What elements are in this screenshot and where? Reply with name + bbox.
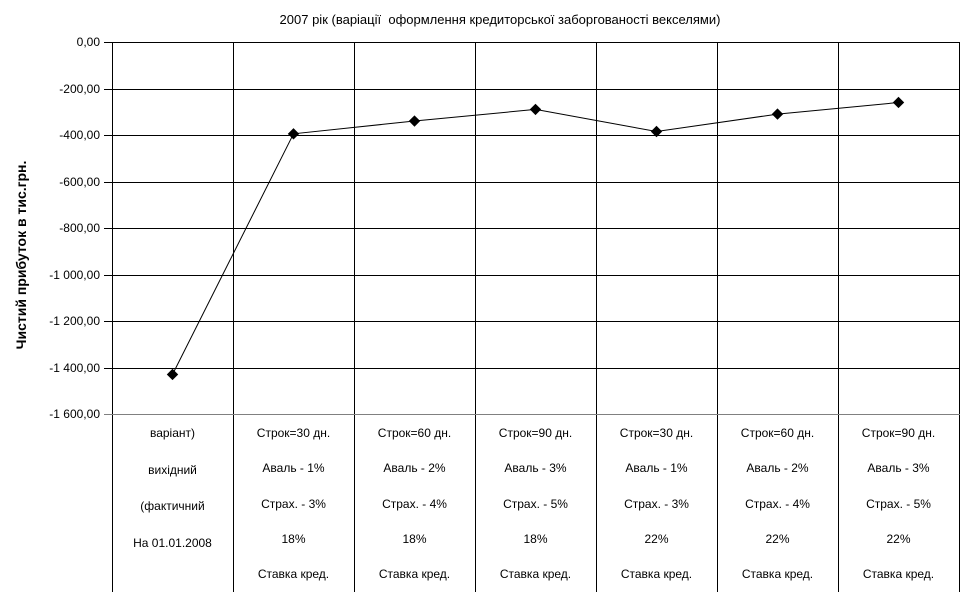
category-line: Ставка кред.: [741, 567, 814, 582]
data-point-marker: [650, 125, 663, 138]
y-tick-label: -200,00: [59, 82, 100, 96]
category-line: варіант): [149, 426, 196, 441]
category-line: Аваль - 1%: [625, 461, 688, 476]
y-tick-label: -1 200,00: [49, 314, 100, 328]
category-line: Ставка кред.: [862, 567, 935, 582]
category-line: Страх. - 3%: [261, 496, 326, 511]
category-line: Ставка кред.: [257, 567, 330, 582]
category-line: 18%: [281, 531, 306, 546]
category-line: Строк=60 дн.: [377, 425, 452, 440]
series-line: [172, 102, 899, 375]
category-line: Ставка кред.: [620, 567, 693, 582]
category-line: Аваль - 2%: [383, 461, 446, 476]
category-line: 18%: [523, 531, 548, 546]
data-point-marker: [771, 108, 784, 120]
data-point-marker: [166, 368, 179, 381]
category-line: 22%: [886, 531, 911, 546]
category-line: Аваль - 1%: [262, 461, 325, 476]
y-tick-label: -800,00: [59, 221, 100, 235]
category-cell-3: Строк=60 дн. Аваль - 2% Страх. - 4% 18% Став…: [354, 415, 475, 592]
category-line: 22%: [644, 531, 669, 546]
category-line: Страх. - 4%: [745, 496, 810, 511]
y-tick-label: -400,00: [59, 128, 100, 142]
category-line: На 01.01.2008: [133, 536, 212, 551]
category-line: 22%: [765, 531, 790, 546]
chart-title: 2007 рік (варіації оформлення кредиторсь…: [279, 12, 721, 27]
category-cell-6: Строк=60 дн. Аваль - 2% Страх. - 4% 22% Став…: [717, 415, 838, 592]
data-point-marker: [408, 115, 421, 127]
category-cell-2: Строк=30 дн. Аваль - 1% Страх. - 3% 18% Став…: [233, 415, 354, 592]
category-line: Страх. - 3%: [624, 496, 689, 511]
category-line: Страх. - 5%: [866, 496, 931, 511]
category-cell-5: Строк=30 дн. Аваль - 1% Страх. - 3% 22% Став…: [596, 415, 717, 592]
data-point-marker: [529, 103, 542, 116]
category-line: 18%: [402, 531, 427, 546]
category-cell-4: Строк=90 дн. Аваль - 3% Страх. - 5% 18% Став…: [475, 415, 596, 592]
category-line: Строк=90 дн.: [498, 425, 573, 440]
category-line: Аваль - 3%: [504, 461, 567, 476]
category-line: Строк=60 дн.: [740, 425, 815, 440]
y-tick-label: -1 400,00: [49, 361, 100, 375]
category-line: Строк=30 дн.: [256, 425, 331, 440]
category-line: Аваль - 3%: [867, 461, 930, 476]
category-line: Ставка кред.: [378, 567, 451, 582]
y-tick-label: -600,00: [59, 175, 100, 189]
category-line: Страх. - 4%: [382, 496, 447, 511]
category-line: Страх. - 5%: [503, 496, 568, 511]
category-line: Ставка кред.: [499, 567, 572, 582]
y-tick-label: -1 000,00: [49, 268, 100, 282]
data-point-marker: [287, 128, 300, 140]
category-line: (фактичний: [140, 499, 205, 514]
category-line: Аваль - 2%: [746, 461, 809, 476]
data-point-marker: [892, 96, 905, 109]
category-cell-7: Строк=90 дн. Аваль - 3% Страх. - 5% 22% Став…: [838, 415, 959, 592]
category-line: Строк=30 дн.: [619, 425, 694, 440]
category-cell-1: варіант) вихідний (фактичний На 01.01.2008: [112, 415, 233, 592]
category-line: Строк=90 дн.: [861, 425, 936, 440]
y-tick-label: -1 600,00: [49, 407, 100, 421]
category-line: вихідний: [148, 462, 197, 477]
y-tick-label: 0,00: [76, 35, 100, 49]
